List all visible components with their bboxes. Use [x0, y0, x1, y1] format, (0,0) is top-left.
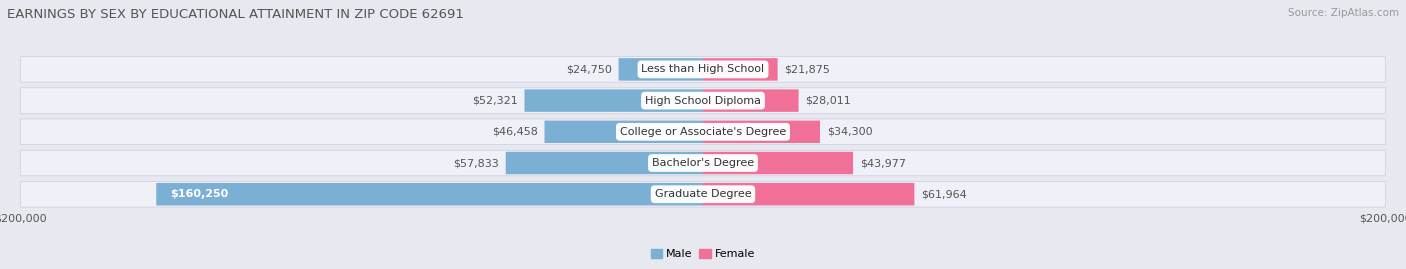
Legend: Male, Female: Male, Female — [647, 244, 759, 264]
Text: $21,875: $21,875 — [785, 64, 831, 75]
FancyBboxPatch shape — [703, 89, 799, 112]
FancyBboxPatch shape — [21, 181, 1385, 207]
FancyBboxPatch shape — [703, 121, 820, 143]
Text: High School Diploma: High School Diploma — [645, 95, 761, 106]
Text: $160,250: $160,250 — [170, 189, 228, 199]
FancyBboxPatch shape — [21, 56, 1385, 82]
Text: $34,300: $34,300 — [827, 127, 873, 137]
FancyBboxPatch shape — [524, 89, 703, 112]
Text: Less than High School: Less than High School — [641, 64, 765, 75]
Text: College or Associate's Degree: College or Associate's Degree — [620, 127, 786, 137]
Text: $46,458: $46,458 — [492, 127, 537, 137]
Text: $61,964: $61,964 — [921, 189, 967, 199]
Text: Graduate Degree: Graduate Degree — [655, 189, 751, 199]
FancyBboxPatch shape — [21, 88, 1385, 114]
FancyBboxPatch shape — [21, 119, 1385, 145]
FancyBboxPatch shape — [156, 183, 703, 206]
Text: $52,321: $52,321 — [472, 95, 517, 106]
Text: $43,977: $43,977 — [860, 158, 905, 168]
Text: Bachelor's Degree: Bachelor's Degree — [652, 158, 754, 168]
FancyBboxPatch shape — [21, 150, 1385, 176]
FancyBboxPatch shape — [544, 121, 703, 143]
FancyBboxPatch shape — [703, 183, 914, 206]
FancyBboxPatch shape — [619, 58, 703, 81]
Text: Source: ZipAtlas.com: Source: ZipAtlas.com — [1288, 8, 1399, 18]
FancyBboxPatch shape — [703, 152, 853, 174]
FancyBboxPatch shape — [506, 152, 703, 174]
Text: $24,750: $24,750 — [565, 64, 612, 75]
Text: $57,833: $57,833 — [453, 158, 499, 168]
Text: $28,011: $28,011 — [806, 95, 851, 106]
FancyBboxPatch shape — [703, 58, 778, 81]
Text: EARNINGS BY SEX BY EDUCATIONAL ATTAINMENT IN ZIP CODE 62691: EARNINGS BY SEX BY EDUCATIONAL ATTAINMEN… — [7, 8, 464, 21]
